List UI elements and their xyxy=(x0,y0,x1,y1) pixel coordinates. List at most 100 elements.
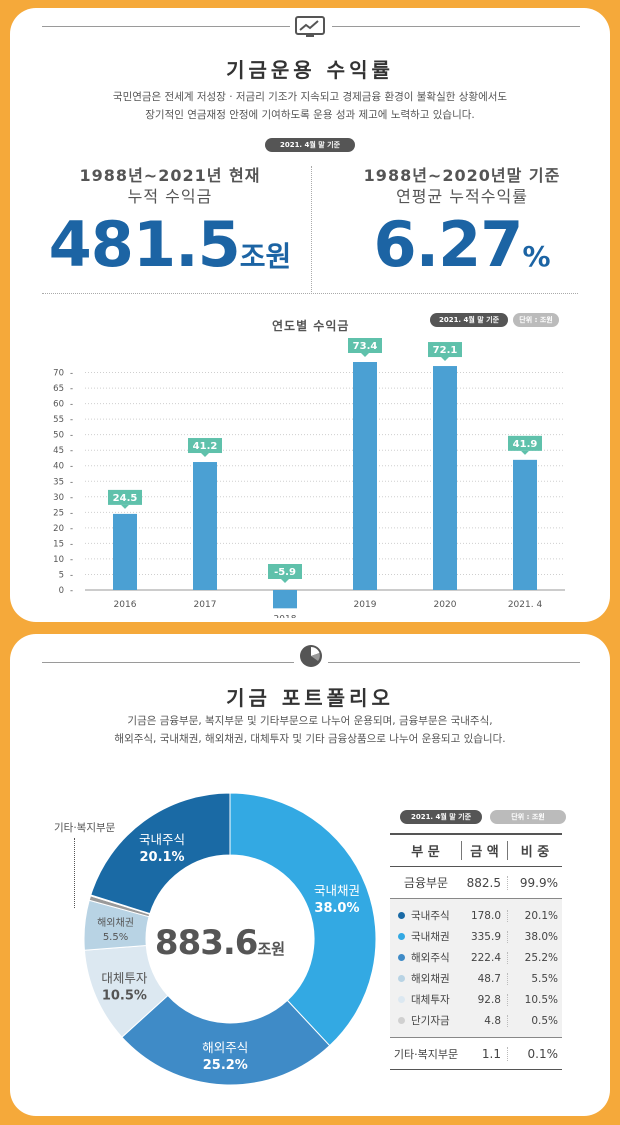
y-tick-mark: - xyxy=(70,493,73,503)
chart-basis-badge: 2021. 4월 말 기준 xyxy=(430,313,508,327)
slice-label: 해외주식 xyxy=(202,1040,248,1055)
slice-label: 해외채권 xyxy=(97,916,134,929)
table-row: 해외주식 222.4 25.2% xyxy=(390,947,562,968)
row-amount: 178.0 xyxy=(462,909,508,922)
portfolio-desc-line1: 기금은 금융부문, 복지부문 및 기타부문으로 나누어 운용되며, 금융부문은 … xyxy=(127,715,493,727)
welfare-share: 0.1% xyxy=(527,1046,559,1061)
y-tick-mark: - xyxy=(70,570,73,580)
y-tick-mark: - xyxy=(70,384,73,394)
annualized-number: 6.27 xyxy=(373,208,523,281)
slice-label: 국내주식 xyxy=(139,832,185,847)
basis-badge: 2021. 4월 말 기준 xyxy=(265,138,355,152)
bar-2016 xyxy=(113,513,137,590)
portfolio-description: 기금은 금융부문, 복지부문 및 기타부문으로 나누어 운용되며, 금융부문은 … xyxy=(10,712,610,748)
y-tick-label: 30 xyxy=(53,493,64,503)
donut-total: 883.6조원 xyxy=(120,923,320,963)
bar-2017 xyxy=(193,462,217,590)
y-tick-mark: - xyxy=(70,415,73,425)
row-name: 단기자금 xyxy=(411,1015,450,1027)
returns-desc-line2: 장기적인 연금재정 안정에 기여하도록 운용 성과 제고에 노력하고 있습니다. xyxy=(145,109,475,121)
bar-chart-title: 연도별 수익금 xyxy=(272,319,350,333)
x-tick-label: 2019 xyxy=(354,600,377,610)
row-name: 국내주식 xyxy=(411,910,450,922)
y-tick-label: 10 xyxy=(53,555,64,565)
y-tick-mark: - xyxy=(70,431,73,441)
y-tick-label: 45 xyxy=(53,446,64,456)
table-row-finance: 금융부문 882.5 99.9% xyxy=(390,867,562,899)
row-name: 국내채권 xyxy=(411,931,450,943)
data-label: 41.9 xyxy=(513,439,538,450)
returns-card: 기금운용 수익률 국민연금은 전세계 저성장 · 저금리 기조가 지속되고 경제… xyxy=(10,8,610,622)
other-welfare-callout: 기타·복지부문 xyxy=(54,822,116,834)
y-tick-label: 25 xyxy=(53,508,64,518)
returns-desc-line1: 국민연금은 전세계 저성장 · 저금리 기조가 지속되고 경제금융 환경이 불확… xyxy=(112,91,508,103)
slice-percent-label: 10.5% xyxy=(102,989,147,1004)
y-tick-label: 60 xyxy=(53,400,64,410)
data-label-box xyxy=(108,489,142,505)
x-tick-label: 2017 xyxy=(194,600,217,610)
annualized-value: 6.27% xyxy=(332,208,592,281)
slice-percent-label: 20.1% xyxy=(139,850,184,865)
table-row: 국내채권 335.9 38.0% xyxy=(390,926,562,947)
table-basis-badge: 2021. 4월 말 기준 xyxy=(400,810,482,824)
bar-2018 xyxy=(273,590,297,609)
table-row: 국내주식 178.0 20.1% xyxy=(390,905,562,926)
y-tick-label: 40 xyxy=(53,462,64,472)
header-amount: 금 액 xyxy=(462,841,508,860)
header-line-left xyxy=(42,26,290,27)
stat-divider xyxy=(311,166,312,294)
data-label-box xyxy=(348,338,382,353)
table-row: 단기자금 4.8 0.5% xyxy=(390,1010,562,1031)
row-share: 0.5% xyxy=(531,1014,558,1027)
row-name: 대체투자 xyxy=(411,994,450,1006)
data-label: 41.2 xyxy=(193,441,218,452)
donut-total-unit: 조원 xyxy=(257,940,286,958)
finance-share: 99.9% xyxy=(519,875,558,890)
welfare-name: 기타·복지부문 xyxy=(393,1047,459,1061)
slice-percent-label: 38.0% xyxy=(314,901,359,916)
header-line-right xyxy=(332,26,580,27)
chart-unit-badge: 단위 : 조원 xyxy=(513,313,559,327)
returns-description: 국민연금은 전세계 저성장 · 저금리 기조가 지속되고 경제금융 환경이 불확… xyxy=(10,88,610,124)
legend-dot-icon xyxy=(398,1017,405,1024)
cumulative-value: 481.5조원 xyxy=(40,208,300,281)
slice-percent-label: 5.5% xyxy=(103,932,128,943)
x-tick-label: 2016 xyxy=(114,600,137,610)
legend-dot-icon xyxy=(398,975,405,982)
data-label: 72.1 xyxy=(433,345,458,356)
bar-2021. 4 xyxy=(513,459,537,590)
y-tick-label: 20 xyxy=(53,524,64,534)
data-label-pointer xyxy=(121,504,129,509)
y-tick-mark: - xyxy=(70,586,73,596)
y-tick-label: 55 xyxy=(53,415,64,425)
bar-2019 xyxy=(353,362,377,590)
data-label: -5.9 xyxy=(274,567,296,578)
header-share: 비 중 xyxy=(520,845,550,860)
table-row-welfare: 기타·복지부문 1.1 0.1% xyxy=(390,1038,562,1070)
y-tick-mark: - xyxy=(70,508,73,518)
table-header-row: 부 문 금 액 비 중 xyxy=(390,835,562,867)
x-tick-label: 2021. 4 xyxy=(508,600,543,610)
row-amount: 222.4 xyxy=(462,951,508,964)
row-amount: 92.8 xyxy=(462,993,508,1006)
table-row: 해외채권 48.7 5.5% xyxy=(390,968,562,989)
portfolio-donut-chart: 국내채권 38.0% 해외주식 25.2% 대체투자 10.5% 해외채권 5.5% 국내주식 2… xyxy=(83,792,377,1086)
row-share: 38.0% xyxy=(524,930,558,943)
legend-dot-icon xyxy=(398,996,405,1003)
data-label-box xyxy=(428,342,462,358)
row-name: 해외채권 xyxy=(411,973,450,985)
y-tick-mark: - xyxy=(70,555,73,565)
legend-dot-icon xyxy=(398,954,405,961)
data-label-pointer xyxy=(521,450,529,455)
table-subrows: 국내주식 178.0 20.1% 국내채권 335.9 38.0% 해외주식 2… xyxy=(390,899,562,1038)
data-label-pointer xyxy=(201,453,209,458)
y-tick-mark: - xyxy=(70,539,73,549)
y-tick-label: 0 xyxy=(59,586,64,596)
y-tick-label: 5 xyxy=(59,570,64,580)
slice-국내주식 xyxy=(90,792,231,915)
y-tick-mark: - xyxy=(70,477,73,487)
row-amount: 335.9 xyxy=(462,930,508,943)
annual-returns-bar-chart: 0 -5 -10 -15 -20 -25 -30 -35 -40 -45 -50 -55 -60 -65-… xyxy=(53,338,565,618)
data-label-box xyxy=(188,438,222,454)
finance-amount: 882.5 xyxy=(462,875,508,890)
